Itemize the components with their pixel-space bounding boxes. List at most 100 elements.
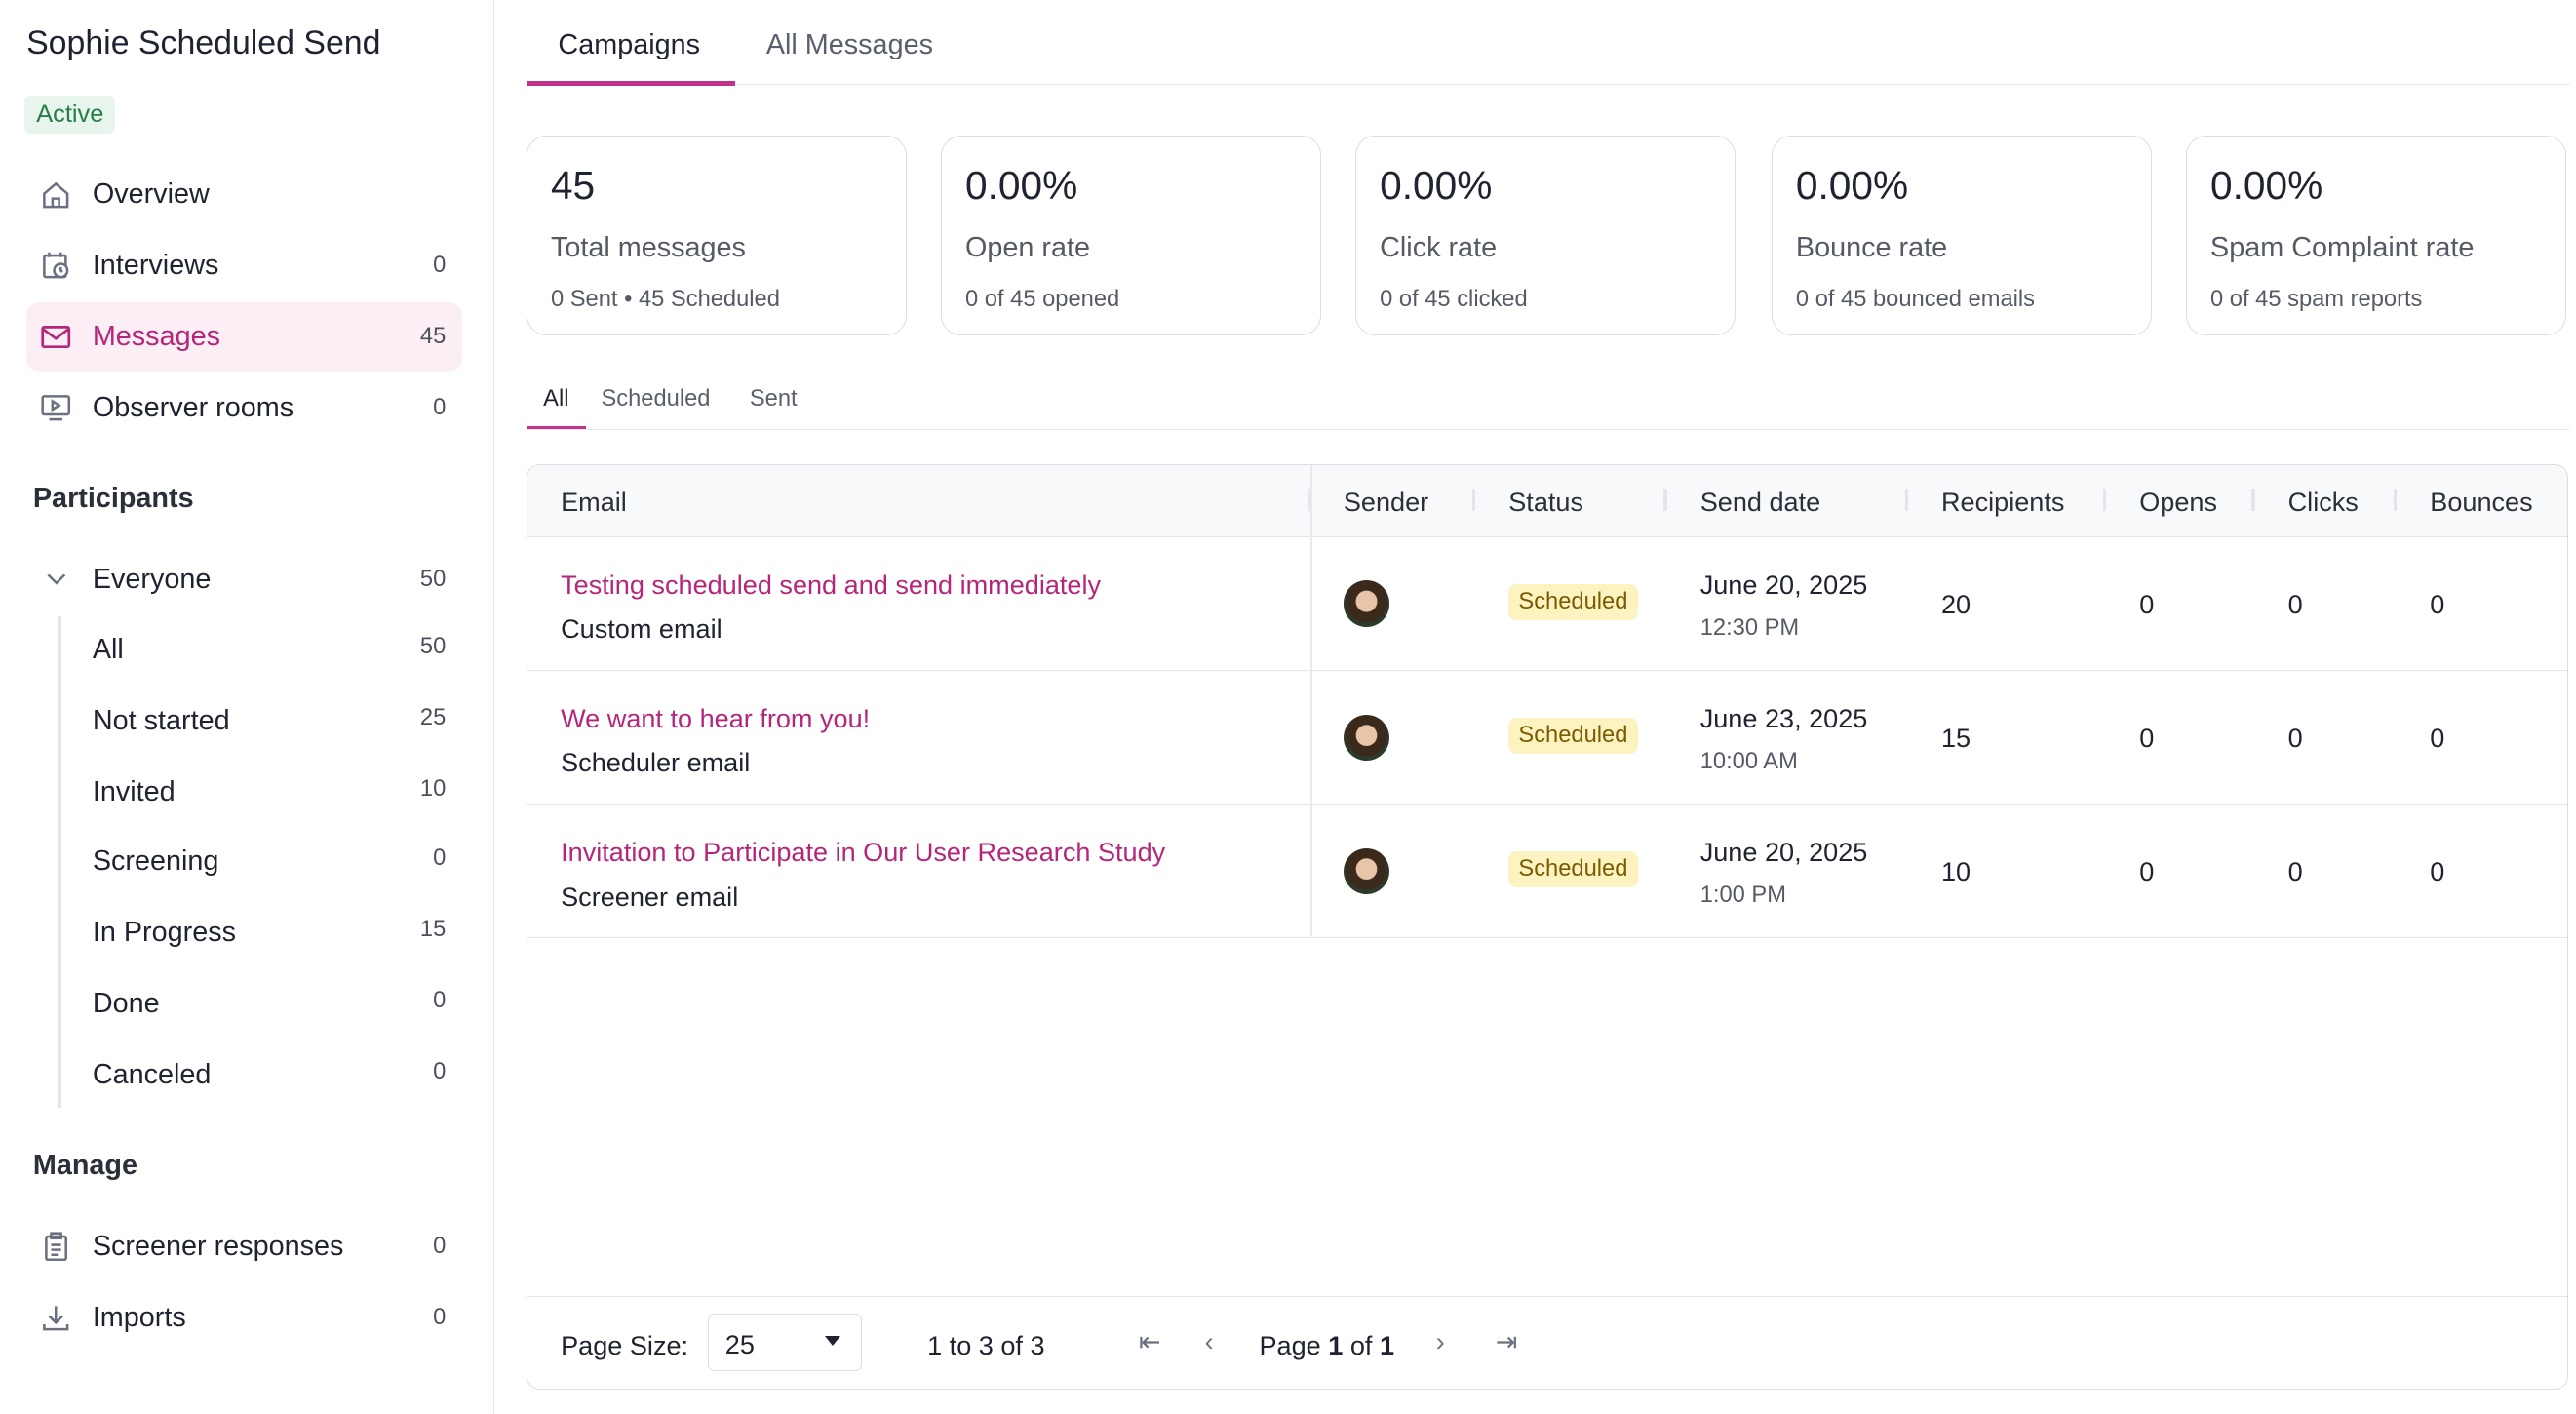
recipients-count: 10 [1940,856,1971,887]
status-badge: Scheduled [1508,583,1638,620]
stat-value: 0.00% [1795,162,1909,208]
email-subject-link[interactable]: Testing scheduled send and send immediat… [561,569,1102,600]
nav-count: 0 [433,1234,447,1260]
send-time: 10:00 AM [1699,749,1798,775]
nav-count: 50 [419,566,447,592]
column-resizer[interactable] [1307,488,1310,512]
campaigns-table: Email Sender Status Send date Recipients… [527,463,2568,1390]
column-resizer[interactable] [1471,488,1476,512]
column-recipients[interactable]: Recipients [1940,486,2065,517]
group-count: 15 [419,916,447,942]
caret-down-icon [825,1335,841,1346]
sender-avatar [1343,714,1390,762]
sidebar-item-everyone[interactable]: Everyone 50 [26,545,462,614]
prev-page-icon[interactable]: ‹ [1204,1326,1214,1357]
page-size-value: 25 [724,1328,755,1359]
project-title: Sophie Scheduled Send [26,24,381,62]
sidebar: Sophie Scheduled Send Active Overview In… [0,0,495,1414]
opens-count: 0 [2139,856,2155,887]
group-label: Not started [92,705,230,737]
column-resizer[interactable] [2251,488,2255,512]
manage-heading: Manage [32,1149,138,1181]
table-row[interactable]: Testing scheduled send and send immediat… [527,537,2567,671]
first-page-icon[interactable]: ⇤ [1138,1326,1161,1357]
last-page-icon[interactable]: ⇥ [1495,1326,1518,1357]
home-icon [40,178,73,212]
sidebar-item-imports[interactable]: Imports 0 [26,1283,462,1353]
column-resizer[interactable] [1904,488,1909,512]
group-label: Canceled [92,1058,212,1090]
opens-count: 0 [2139,723,2155,754]
stat-value: 45 [550,162,596,208]
next-page-icon[interactable]: › [1435,1326,1445,1357]
table-row[interactable]: Invitation to Participate in Our User Re… [527,805,2567,939]
group-count: 0 [433,845,447,872]
status-badge: Scheduled [1508,851,1638,888]
stat-card-bounce-rate: 0.00% Bounce rate 0 of 45 bounced emails [1772,135,2153,336]
mail-icon [40,321,73,354]
stat-card-open-rate: 0.00% Open rate 0 of 45 opened [941,135,1322,336]
chevron-down-icon[interactable] [40,564,73,597]
sidebar-item-observer-rooms[interactable]: Observer rooms 0 [26,373,462,443]
column-resizer[interactable] [1663,488,1667,512]
row-range: 1 to 3 of 3 [927,1329,1045,1360]
group-not-started[interactable]: Not started 25 [93,705,462,737]
stat-sub: 0 of 45 bounced emails [1795,286,2036,312]
nav-label: Everyone [92,563,212,595]
column-sender[interactable]: Sender [1343,486,1429,517]
clicks-count: 0 [2287,856,2303,887]
sender-avatar [1343,847,1390,895]
tab-all-messages[interactable]: All Messages [765,29,933,61]
sidebar-item-interviews[interactable]: Interviews 0 [26,231,462,300]
sender-avatar [1343,580,1390,627]
group-screening[interactable]: Screening 0 [93,845,462,878]
nav-label: Screener responses [92,1231,344,1263]
group-label: Invited [92,775,176,807]
column-bounces[interactable]: Bounces [2430,486,2533,517]
column-email[interactable]: Email [561,486,627,517]
group-all[interactable]: All 50 [93,634,462,666]
sidebar-item-messages[interactable]: Messages 45 [26,301,463,373]
filter-tab-sent[interactable]: Sent [749,386,798,412]
stat-value: 0.00% [1380,162,1493,208]
active-tab-indicator [527,80,735,87]
tab-campaigns[interactable]: Campaigns [558,29,701,61]
status-badge: Scheduled [1508,717,1638,755]
email-subject-link[interactable]: We want to hear from you! [561,702,871,733]
sidebar-item-screener-responses[interactable]: Screener responses 0 [26,1212,462,1281]
send-time: 12:30 PM [1699,615,1800,641]
group-done[interactable]: Done 0 [93,988,462,1020]
group-invited[interactable]: Invited 10 [93,776,462,808]
column-resizer[interactable] [2102,488,2107,512]
column-opens[interactable]: Opens [2139,486,2217,517]
group-label: In Progress [92,916,236,948]
stat-sub: 0 of 45 opened [965,286,1120,312]
calendar-clock-icon [40,250,73,283]
column-clicks[interactable]: Clicks [2287,486,2359,517]
group-in-progress[interactable]: In Progress 15 [93,917,462,949]
status-badge: Active [24,96,116,135]
group-canceled[interactable]: Canceled 0 [93,1059,462,1091]
nav-count: 0 [433,253,447,279]
sidebar-item-overview[interactable]: Overview [26,160,462,229]
email-subject-link[interactable]: Invitation to Participate in Our User Re… [561,836,1166,867]
table-row[interactable]: We want to hear from you! Scheduler emai… [527,672,2567,805]
filter-tabs: All Scheduled Sent [527,380,2570,431]
monitor-play-icon [40,391,73,424]
stat-sub: 0 of 45 spam reports [2210,286,2423,312]
column-status[interactable]: Status [1508,486,1583,517]
email-type: Screener email [561,881,739,912]
filter-tab-all[interactable]: All [543,386,569,412]
nav-count: 0 [433,1304,447,1330]
email-type: Scheduler email [561,747,751,778]
stat-label: Bounce rate [1795,232,1948,264]
page-size-select[interactable]: 25 [707,1313,862,1372]
page-of: of [1349,1329,1373,1360]
group-count: 50 [419,634,447,660]
nav-count: 45 [419,323,447,349]
column-resizer[interactable] [2394,488,2398,512]
stat-label: Total messages [550,232,746,264]
group-label: Screening [92,845,219,878]
column-send-date[interactable]: Send date [1699,486,1821,517]
filter-tab-scheduled[interactable]: Scheduled [601,386,711,412]
